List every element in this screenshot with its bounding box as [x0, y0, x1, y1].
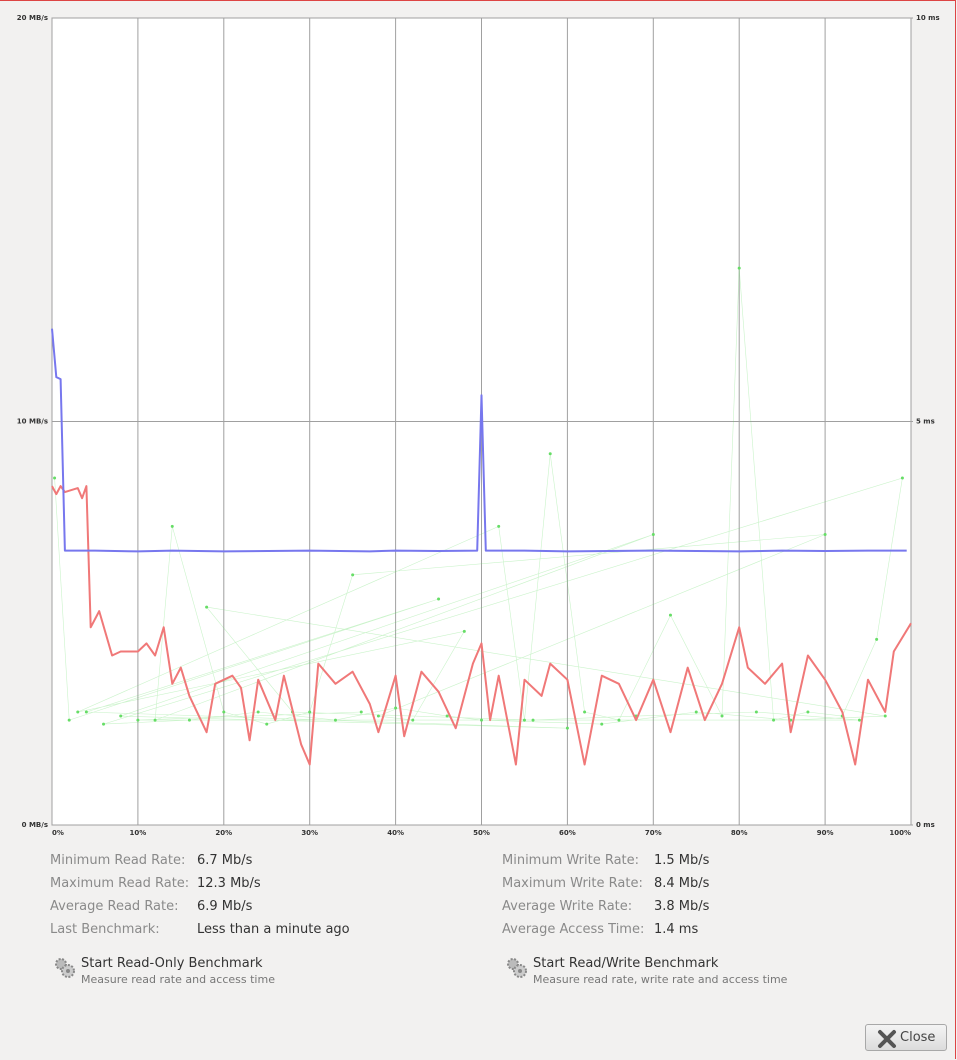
action-title: Start Read-Only Benchmark: [81, 956, 263, 971]
access-point: [651, 532, 655, 536]
stat-label: Maximum Write Rate:: [502, 876, 643, 891]
access-point: [600, 722, 604, 726]
access-point: [84, 710, 88, 714]
access-point: [256, 710, 260, 714]
access-point: [806, 710, 810, 714]
close-icon: [878, 1030, 896, 1048]
access-point: [411, 718, 415, 722]
stat-value: 6.9 Mb/s: [197, 899, 253, 914]
access-point: [187, 718, 191, 722]
access-point: [772, 718, 776, 722]
x-tick-label: 0%: [52, 829, 64, 837]
access-point: [668, 613, 672, 617]
access-point: [376, 714, 380, 718]
close-label: Close: [900, 1030, 936, 1045]
access-point: [531, 718, 535, 722]
stat-label: Minimum Write Rate:: [502, 853, 640, 868]
x-tick-label: 10%: [130, 829, 147, 837]
access-point: [119, 714, 123, 718]
access-point: [445, 714, 449, 718]
stat-label: Maximum Read Rate:: [50, 876, 190, 891]
stat-label: Average Access Time:: [502, 922, 645, 937]
access-point: [565, 726, 569, 730]
stat-value: 6.7 Mb/s: [197, 853, 253, 868]
access-point: [359, 710, 363, 714]
access-point: [170, 524, 174, 528]
access-point: [823, 532, 827, 536]
access-point: [875, 637, 879, 641]
stat-value: 1.5 Mb/s: [654, 853, 710, 868]
x-tick-label: 100%: [889, 829, 911, 837]
stat-value: Less than a minute ago: [197, 922, 350, 937]
stat-value: 12.3 Mb/s: [197, 876, 261, 891]
access-point: [480, 718, 483, 722]
access-point: [583, 710, 587, 714]
access-point: [136, 718, 140, 722]
access-point: [351, 573, 355, 577]
access-point: [222, 710, 226, 714]
gear-icon: [55, 958, 75, 978]
x-tick-label: 60%: [559, 829, 576, 837]
access-point: [308, 710, 312, 714]
access-point: [67, 718, 71, 722]
access-point: [737, 266, 741, 270]
stat-label: Minimum Read Rate:: [50, 853, 186, 868]
access-point: [617, 718, 621, 722]
access-point: [102, 722, 106, 726]
rate-line: [51, 485, 912, 766]
x-tick-label: 20%: [215, 829, 232, 837]
y2-tick-label: 5 ms: [916, 418, 935, 426]
x-tick-label: 50%: [473, 829, 490, 837]
access-point: [694, 710, 698, 714]
benchmark-action[interactable]: Start Read-Only Benchmark Measure read ra…: [53, 956, 373, 990]
stat-value: 3.8 Mb/s: [654, 899, 710, 914]
action-title: Start Read/Write Benchmark: [533, 956, 719, 971]
action-subtitle: Measure read rate and access time: [81, 973, 275, 986]
access-point: [900, 476, 904, 480]
benchmark-action[interactable]: Start Read/Write Benchmark Measure read r…: [505, 956, 825, 990]
chart: 0% 10% 20% 30% 40% 50% 60% 70% 80% 90% 100% 0 MB/s 1…: [17, 14, 940, 837]
access-point: [53, 476, 57, 480]
y-tick-label: 20 MB/s: [17, 14, 48, 22]
gear-hub: [66, 969, 70, 973]
access-point: [333, 718, 337, 722]
y-tick-label: 0 MB/s: [22, 821, 48, 829]
access-line: [54, 267, 903, 729]
access-point: [497, 524, 501, 528]
y2-tick-label: 10 ms: [916, 14, 940, 22]
y-tick-label: 10 MB/s: [17, 418, 48, 426]
stat-value: 1.4 ms: [654, 922, 699, 937]
access-point: [153, 718, 157, 722]
access-point: [462, 629, 466, 633]
access-point: [437, 597, 441, 601]
access-point: [720, 714, 724, 718]
y2-tick-label: 0 ms: [916, 821, 935, 829]
action-subtitle: Measure read rate, write rate and access…: [533, 973, 788, 986]
gear-icon: [507, 958, 527, 978]
rate-line: [51, 328, 907, 553]
access-point: [394, 706, 398, 710]
x-tick-label: 30%: [301, 829, 318, 837]
stat-label: Average Read Rate:: [50, 899, 179, 914]
stat-label: Average Write Rate:: [502, 899, 633, 914]
access-point: [522, 718, 526, 722]
access-point: [265, 722, 269, 726]
access-point: [857, 718, 861, 722]
x-tick-label: 40%: [387, 829, 404, 837]
stat-label: Last Benchmark:: [50, 922, 160, 937]
x-tick-label: 90%: [817, 829, 834, 837]
stat-value: 8.4 Mb/s: [654, 876, 710, 891]
access-point: [76, 710, 80, 714]
x-tick-label: 80%: [731, 829, 748, 837]
access-point: [754, 710, 758, 714]
x-tick-label: 70%: [645, 829, 662, 837]
access-point: [205, 605, 209, 609]
access-point: [548, 452, 552, 456]
close-button[interactable]: Close: [865, 1024, 947, 1051]
access-point: [883, 714, 887, 718]
gear-hub: [518, 969, 522, 973]
